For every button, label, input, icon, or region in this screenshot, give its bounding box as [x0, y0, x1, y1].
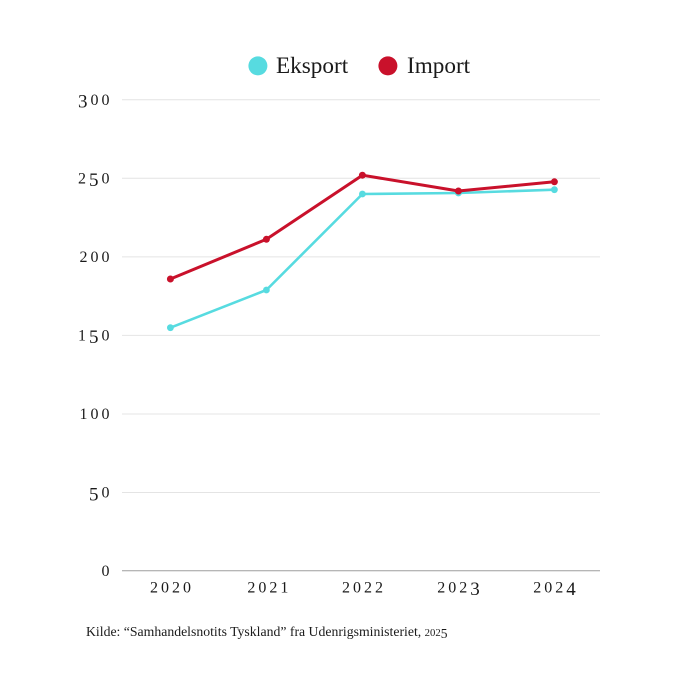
svg-text:0: 0	[102, 563, 113, 580]
svg-text:300: 300	[78, 92, 113, 113]
svg-text:2021: 2021	[247, 580, 291, 597]
svg-text:150: 150	[78, 327, 113, 348]
svg-text:2024: 2024	[533, 579, 579, 600]
svg-text:100: 100	[80, 406, 113, 423]
svg-text:250: 250	[78, 170, 113, 191]
svg-text:200: 200	[80, 249, 113, 266]
svg-text:2023: 2023	[437, 579, 483, 600]
svg-text:Kilde: “Samhandelsnotits Tyskl: Kilde: “Samhandelsnotits Tyskland” fra U…	[86, 624, 448, 641]
svg-text:50: 50	[89, 484, 113, 505]
svg-text:Eksport: Eksport	[276, 53, 349, 79]
svg-text:Import: Import	[407, 53, 471, 79]
svg-text:2022: 2022	[342, 580, 386, 597]
svg-text:2020: 2020	[150, 580, 194, 597]
